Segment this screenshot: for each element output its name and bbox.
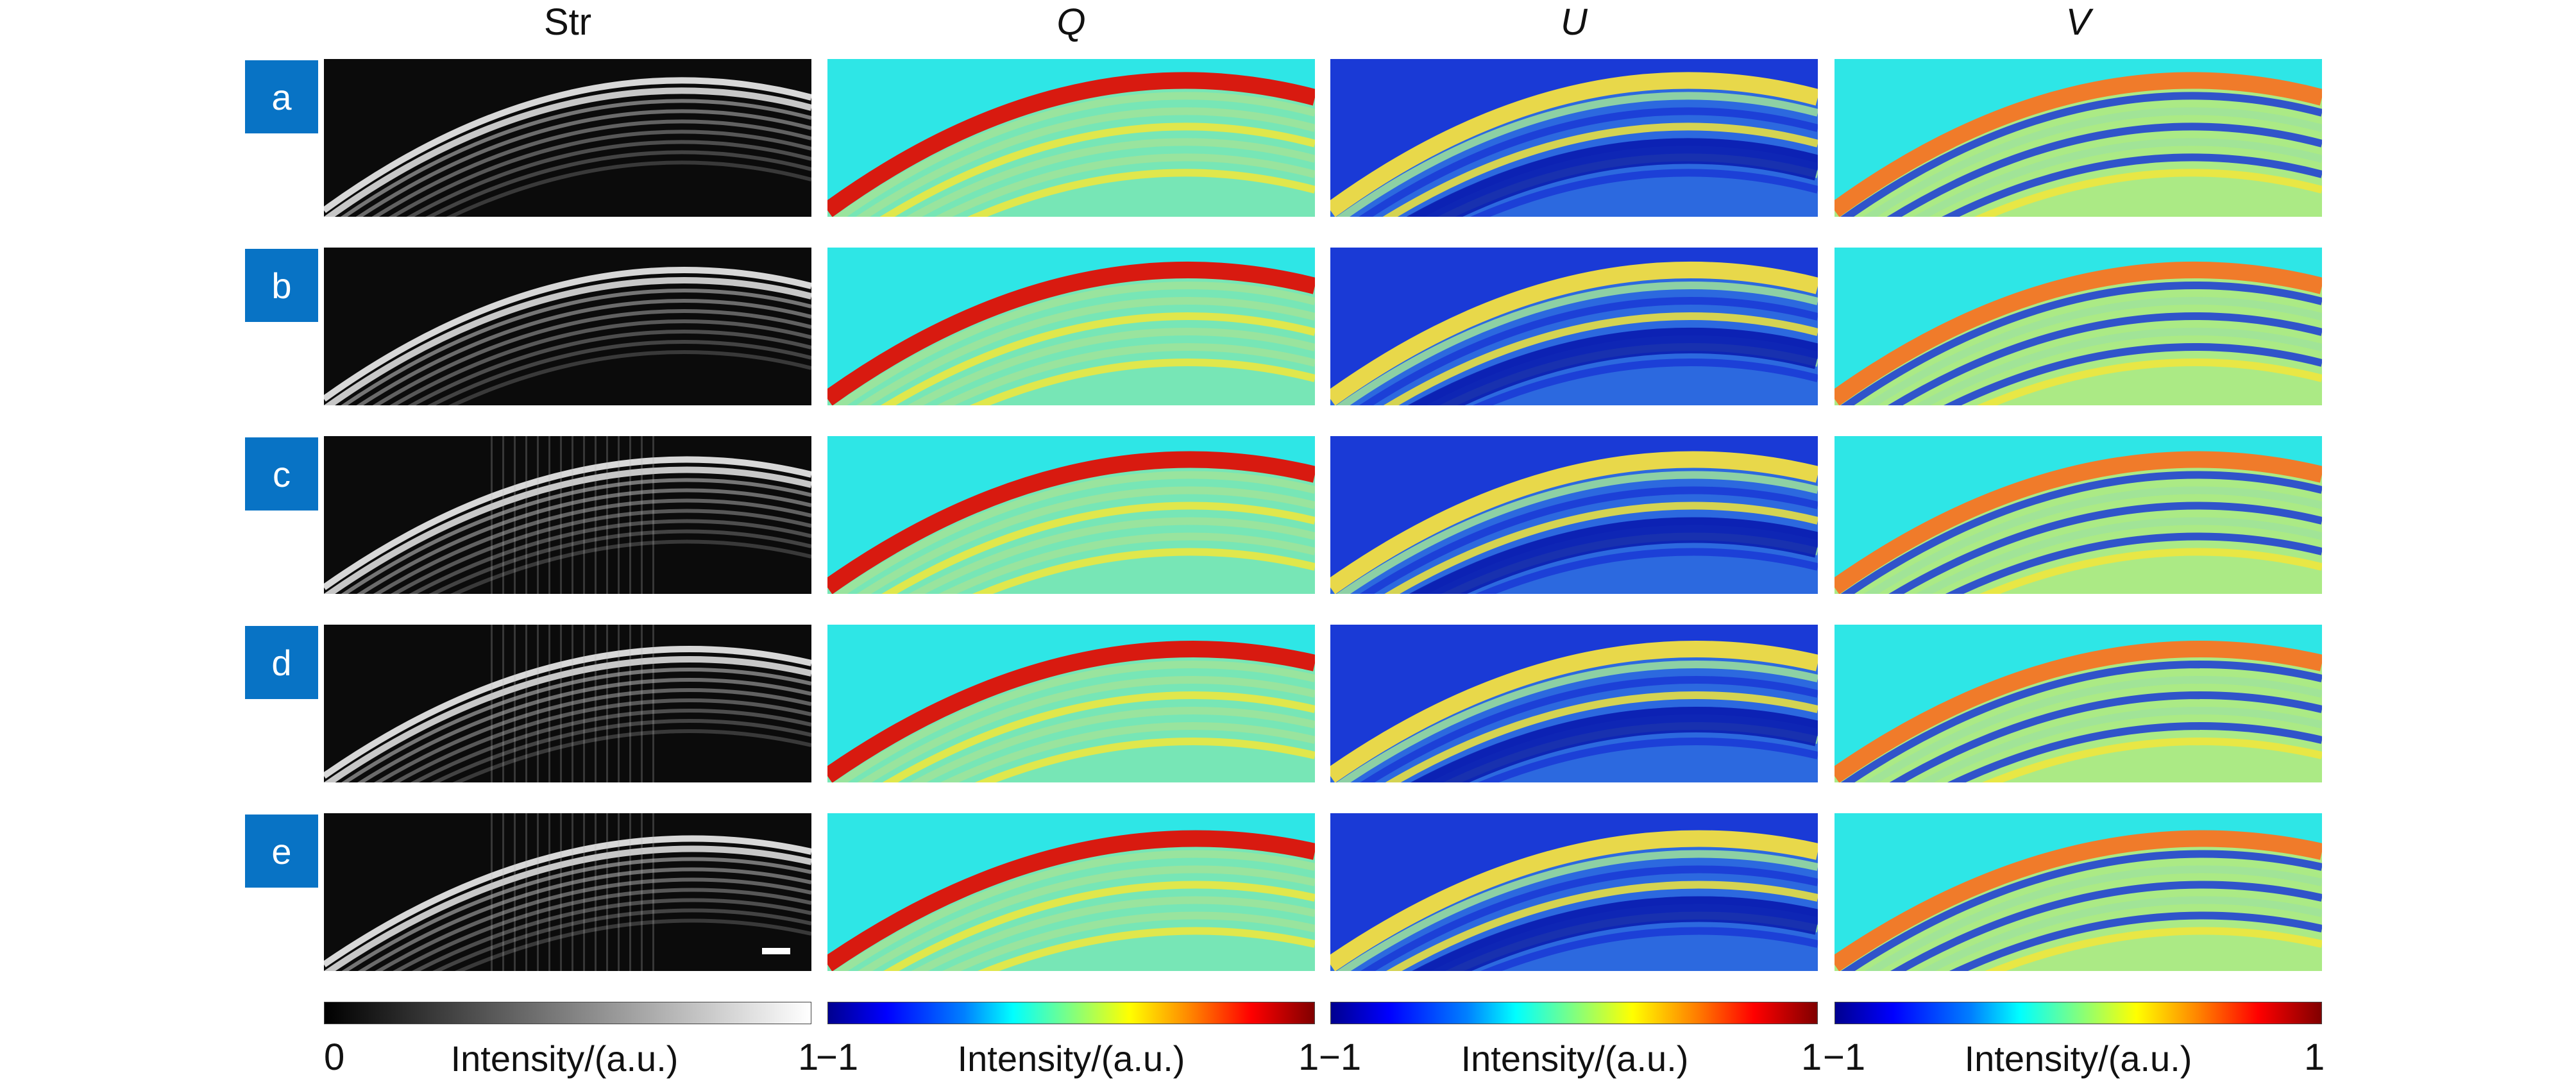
tile-c-q — [827, 436, 1315, 594]
tile-b-u — [1330, 248, 1818, 405]
tile-d-q — [827, 625, 1315, 782]
tile-d-v — [1835, 625, 2322, 782]
colorbar-u — [1330, 1002, 1818, 1024]
column-header-str: Str — [543, 1, 592, 43]
tile-a-u — [1330, 59, 1818, 217]
colorbar-str-title: Intensity/(a.u.) — [450, 1038, 679, 1079]
tile-d-u — [1330, 625, 1818, 782]
tile-c-u — [1330, 436, 1818, 594]
row-label-e: e — [245, 815, 318, 888]
row-label-c: c — [245, 437, 318, 511]
tile-a-v — [1835, 59, 2322, 217]
column-header-v: V — [2065, 1, 2091, 43]
tile-c-str — [324, 436, 811, 594]
tile-d-str — [324, 625, 811, 782]
colorbar-q — [827, 1002, 1315, 1024]
tile-a-str — [324, 59, 811, 217]
colorbar-q-title: Intensity/(a.u.) — [957, 1038, 1185, 1079]
tile-a-q — [827, 59, 1315, 217]
column-header-u: U — [1561, 1, 1588, 43]
row-label-a: a — [245, 60, 318, 133]
scale-bar — [762, 948, 790, 954]
colorbar-v — [1835, 1002, 2322, 1024]
colorbar-v-max: 1 — [2304, 1036, 2325, 1078]
colorbar-u-max: 1 — [1801, 1036, 1822, 1078]
row-label-b: b — [245, 249, 318, 322]
colorbar-v-min: −1 — [1823, 1036, 1866, 1078]
tile-e-str — [324, 813, 811, 971]
tile-b-str — [324, 248, 811, 405]
colorbar-str-max: 1 — [798, 1036, 819, 1078]
colorbar-str — [324, 1002, 811, 1024]
tile-e-u — [1330, 813, 1818, 971]
colorbar-v-title: Intensity/(a.u.) — [1964, 1038, 2192, 1079]
colorbar-str-min: 0 — [324, 1036, 345, 1078]
tile-b-q — [827, 248, 1315, 405]
colorbar-u-min: −1 — [1319, 1036, 1362, 1078]
tile-e-v — [1835, 813, 2322, 971]
tile-b-v — [1835, 248, 2322, 405]
tile-c-v — [1835, 436, 2322, 594]
column-header-q: Q — [1056, 1, 1086, 43]
colorbar-q-max: 1 — [1298, 1036, 1319, 1078]
tile-e-q — [827, 813, 1315, 971]
colorbar-u-title: Intensity/(a.u.) — [1461, 1038, 1689, 1079]
colorbar-q-min: −1 — [816, 1036, 859, 1078]
row-label-d: d — [245, 626, 318, 699]
